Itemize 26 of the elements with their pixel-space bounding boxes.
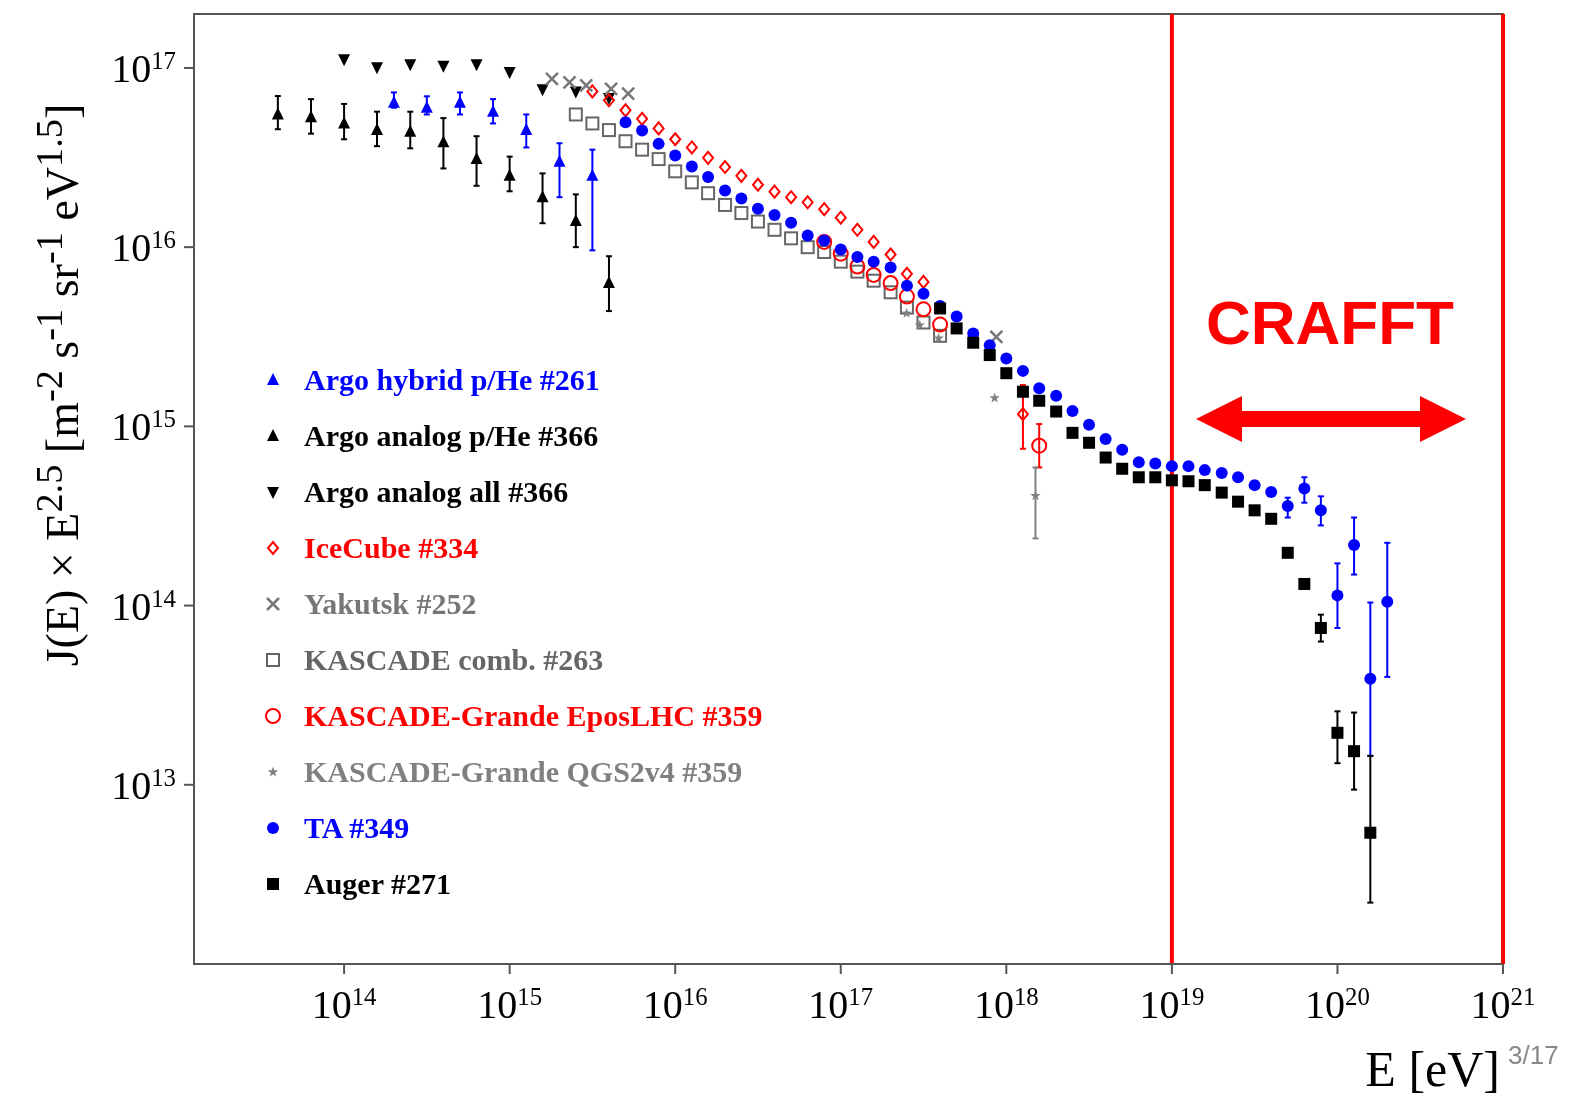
annotation: CRAFFT [1206, 286, 1454, 358]
legend-label: KASCADE comb. #263 [304, 643, 604, 677]
legend-label: Auger #271 [304, 867, 451, 901]
x-tick-label: 10$^{15}$ [477, 982, 543, 1027]
x-tick-label: 10$^{14}$ [311, 982, 378, 1027]
y-tick-label: 10$^{13}$ [111, 762, 176, 808]
legend-label: Yakutsk #252 [304, 587, 477, 621]
x-tick-label: 10$^{17}$ [808, 982, 874, 1027]
x-tick-label: 10$^{18}$ [973, 982, 1039, 1027]
legend-label: TA #349 [304, 811, 410, 845]
text: 3/17 [1508, 1040, 1559, 1071]
legend-label: KASCADE-Grande EposLHC #359 [304, 699, 763, 733]
x-tick-label: 10$^{19}$ [1139, 982, 1205, 1027]
legend-label: Argo analog all #366 [304, 475, 569, 509]
x-axis-title: E [eV] [1365, 1040, 1500, 1098]
x-tick-label: 10$^{16}$ [642, 982, 708, 1027]
legend-label: Argo analog p/He #366 [304, 419, 599, 453]
legend-label: KASCADE-Grande QGS2v4 #359 [304, 755, 743, 789]
legend-label: IceCube #334 [304, 531, 479, 565]
x-tick-label: 10$^{20}$ [1305, 982, 1370, 1027]
legend-label: Argo hybrid p/He #261 [304, 363, 600, 397]
y-tick-label: 10$^{14}$ [111, 583, 177, 629]
y-tick-label: 10$^{16}$ [111, 225, 176, 271]
x-tick-label: 10$^{21}$ [1470, 982, 1536, 1027]
y-tick-label: 10$^{15}$ [111, 404, 176, 450]
y-tick-label: 10$^{17}$ [111, 45, 176, 91]
